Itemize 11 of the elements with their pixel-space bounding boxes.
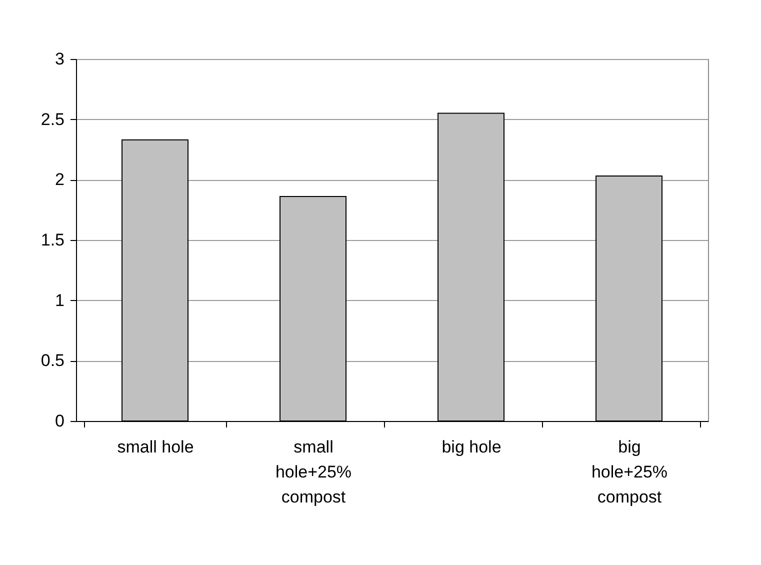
y-tick-label: 2: [55, 170, 64, 190]
x-tick-label: small hole: [117, 438, 194, 456]
y-tick-label: 3: [55, 50, 64, 68]
x-tick-label: small hole+25% compost: [275, 438, 352, 506]
y-tick-label: 2.5: [40, 110, 64, 129]
y-tick-label: 1: [55, 290, 64, 310]
y-tick-label: 0.5: [40, 351, 64, 370]
y-tick-label: 0: [55, 412, 64, 430]
x-tick-label: big hole: [442, 438, 502, 456]
y-tick-label: 1.5: [40, 230, 64, 250]
x-tick-label: big hole+25% compost: [591, 438, 668, 506]
